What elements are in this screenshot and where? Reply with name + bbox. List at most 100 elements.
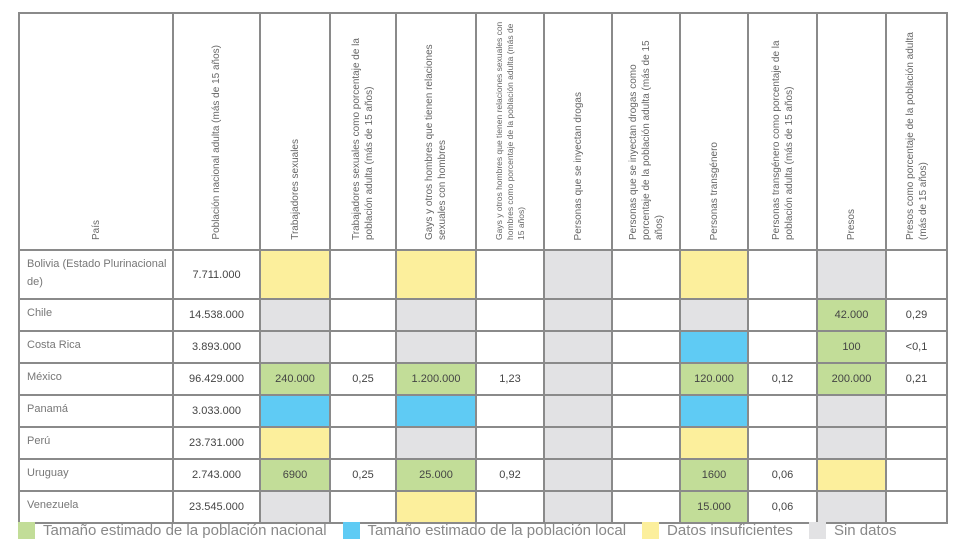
- data-cell: [611, 330, 681, 364]
- data-cell: [329, 426, 397, 460]
- data-cell: [747, 394, 818, 428]
- data-cell: [543, 249, 613, 300]
- header-transgender: Personas transgénero: [679, 12, 749, 251]
- header-label: Personas transgénero como porcentaje de …: [770, 40, 795, 240]
- data-cell: [679, 394, 749, 428]
- data-cell: [747, 426, 818, 460]
- data-cell: [475, 394, 545, 428]
- data-cell: 15.000: [679, 490, 749, 524]
- population-cell: 7.711.000: [172, 249, 261, 300]
- legend-swatch-icon: [808, 522, 826, 539]
- legend-item: Tamaño estimado de la población local: [342, 522, 627, 539]
- population-cell: 14.538.000: [172, 298, 261, 332]
- header-sex-workers: Trabajadores sexuales: [259, 12, 331, 251]
- data-cell: [259, 249, 331, 300]
- table-row: México 96.429.000 240.000 0,25 1.200.000 1,23…: [18, 362, 948, 396]
- header-prisoners-pct: Presos como porcentaje de la población a…: [885, 12, 948, 251]
- country-cell: Uruguay: [18, 458, 174, 492]
- data-cell: 0,21: [885, 362, 948, 396]
- data-cell: 0,06: [747, 458, 818, 492]
- header-transgender-pct: Personas transgénero como porcentaje de …: [747, 12, 818, 251]
- data-cell: [679, 330, 749, 364]
- data-cell: [543, 458, 613, 492]
- data-cell: [816, 490, 887, 524]
- data-cell: 0,25: [329, 362, 397, 396]
- data-cell: [395, 490, 477, 524]
- data-cell: [543, 394, 613, 428]
- country-cell: Panamá: [18, 394, 174, 428]
- data-cell: [259, 330, 331, 364]
- population-cell: 23.731.000: [172, 426, 261, 460]
- data-cell: [475, 330, 545, 364]
- data-cell: [329, 249, 397, 300]
- data-cell: [816, 249, 887, 300]
- data-cell: [543, 330, 613, 364]
- country-cell: Chile: [18, 298, 174, 332]
- data-cell: [395, 249, 477, 300]
- data-cell: [885, 249, 948, 300]
- table-row: Costa Rica 3.893.000 100 <0,1: [18, 330, 948, 364]
- data-cell: [395, 330, 477, 364]
- data-cell: [395, 426, 477, 460]
- data-cell: [611, 394, 681, 428]
- header-label: Presos: [846, 208, 857, 240]
- data-cell: [475, 249, 545, 300]
- table-body: Bolivia (Estado Plurinacional de) 7.711.0…: [18, 249, 948, 524]
- key-populations-table: País Población nacional adulta (más de 1…: [18, 12, 948, 524]
- header-label: Población nacional adulta (más de 15 año…: [211, 45, 222, 240]
- legend-item: Datos insuficientes: [642, 522, 793, 539]
- data-cell: [816, 458, 887, 492]
- data-cell: [475, 298, 545, 332]
- header-row: País Población nacional adulta (más de 1…: [18, 12, 948, 251]
- data-cell: 25.000: [395, 458, 477, 492]
- population-cell: 23.545.000: [172, 490, 261, 524]
- table-row: Chile 14.538.000 42.000 0,29: [18, 298, 948, 332]
- data-cell: [395, 394, 477, 428]
- legend-label: Tamaño estimado de la población local: [367, 522, 627, 539]
- population-cell: 3.033.000: [172, 394, 261, 428]
- header-label: País: [90, 219, 102, 240]
- header-country: País: [18, 12, 174, 251]
- data-cell: [885, 426, 948, 460]
- header-label: Gays y otros hombres que tienen relacion…: [493, 21, 526, 240]
- data-cell: [679, 249, 749, 300]
- population-cell: 96.429.000: [172, 362, 261, 396]
- data-cell: [259, 426, 331, 460]
- data-cell: [611, 249, 681, 300]
- data-cell: [329, 330, 397, 364]
- data-cell: [475, 490, 545, 524]
- legend-swatch-icon: [642, 522, 660, 539]
- data-cell: [885, 394, 948, 428]
- legend-item: Sin datos: [808, 522, 897, 539]
- legend-label: Sin datos: [833, 522, 897, 539]
- data-cell: [885, 458, 948, 492]
- data-cell: [679, 426, 749, 460]
- header-label: Trabajadores sexuales: [289, 139, 301, 240]
- data-cell: [611, 426, 681, 460]
- data-cell: 100: [816, 330, 887, 364]
- data-cell: [816, 394, 887, 428]
- header-label: Personas transgénero: [708, 141, 720, 240]
- data-cell: [611, 362, 681, 396]
- legend-swatch-icon: [342, 522, 360, 539]
- header-sex-workers-pct: Trabajadores sexuales como porcentaje de…: [329, 12, 397, 251]
- country-cell: Perú: [18, 426, 174, 460]
- data-cell: [475, 426, 545, 460]
- data-cell: 1600: [679, 458, 749, 492]
- table-row: Bolivia (Estado Plurinacional de) 7.711.0…: [18, 249, 948, 300]
- legend-swatch-icon: [18, 522, 35, 539]
- data-cell: [611, 298, 681, 332]
- country-cell: Bolivia (Estado Plurinacional de): [18, 249, 174, 300]
- legend-label: Tamaño estimado de la población nacional: [43, 522, 327, 539]
- data-cell: [329, 298, 397, 332]
- data-cell: 1.200.000: [395, 362, 477, 396]
- data-cell: 0,25: [329, 458, 397, 492]
- data-cell: 0,92: [475, 458, 545, 492]
- header-label: Trabajadores sexuales como porcentaje de…: [351, 38, 375, 240]
- data-cell: [543, 426, 613, 460]
- table-row: Venezuela 23.545.000 15.000 0,06: [18, 490, 948, 524]
- legend: Tamaño estimado de la población nacional…: [18, 522, 974, 539]
- data-cell: [329, 490, 397, 524]
- legend-item: Tamaño estimado de la población nacional: [18, 522, 327, 539]
- data-cell: [259, 394, 331, 428]
